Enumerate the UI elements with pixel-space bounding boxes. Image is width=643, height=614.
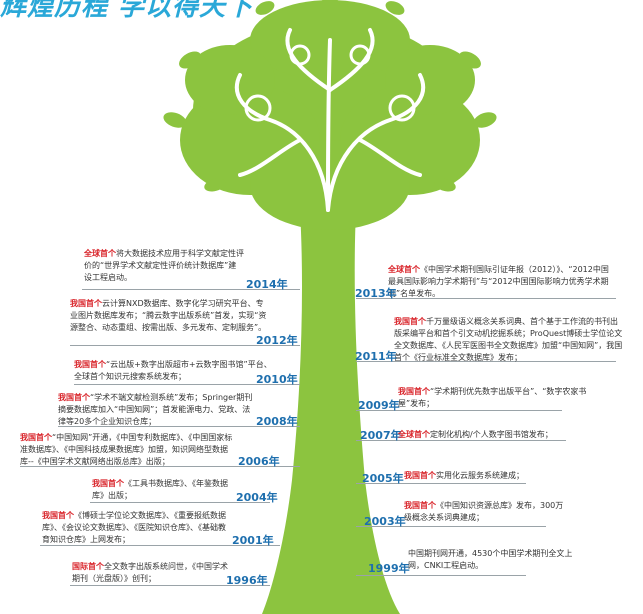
event-2001: 我国首个《博硕士学位论文数据库》、《重要报纸数据库》、《会议论文数据库》、《医院…: [42, 511, 226, 544]
connector-line: [356, 483, 526, 484]
year-label: 2010年: [256, 373, 298, 386]
year-label: 1999年: [368, 562, 410, 575]
connector-line: [356, 361, 616, 362]
connector-line: [356, 440, 566, 441]
year-label: 1996年: [226, 574, 268, 587]
event-2004: 我国首个《工具书数据库》、《年鉴数据库》出版；: [92, 479, 228, 500]
event-2006: 我国首个“中国知网”开通，《中国专利数据库》、《中国国家标准数据库》、《中国科技…: [20, 433, 233, 466]
connector-line: [356, 575, 526, 576]
event-2012: 我国首个云计算NXD数据库、数字化学习研究平台、专业图片数据库发布；“腾云数字出…: [70, 299, 267, 332]
year-label: 2005年: [362, 472, 404, 485]
connector-line: [90, 502, 270, 503]
connector-line: [82, 289, 300, 290]
connector-line: [70, 345, 300, 346]
year-label: 2003年: [364, 515, 406, 528]
connector-line: [74, 384, 300, 385]
year-label: 2001年: [232, 534, 274, 547]
connector-line: [40, 545, 280, 546]
year-label: 2004年: [236, 491, 278, 504]
year-label: 2009年: [358, 399, 400, 412]
event-2007: 全球首个定制化机构/个人数字图书馆发布；: [398, 430, 553, 439]
event-2009: 我国首个“学术期刊优先数字出版平台”、“数字农家书屋”发布；: [398, 387, 587, 408]
connector-line: [356, 526, 546, 527]
event-1996: 国际首个全文数字出版系统问世，《中国学术期刊（光盘版）》创刊；: [72, 562, 228, 583]
year-label: 2007年: [360, 429, 402, 442]
event-2003: 我国首个《中国知识资源总库》发布，300万级概念关系词典建成；: [404, 501, 564, 522]
year-label: 2011年: [355, 350, 397, 363]
year-label: 2006年: [238, 455, 280, 468]
event-2014: 全球首个将大数据技术应用于科学文献定性评价的“世界学术文献定性评价统计数据库”建…: [84, 249, 244, 282]
page-title: 辉煌历程 学以得天下: [0, 0, 254, 22]
event-2011: 我国首个千万量级语义概念关系词典、首个基于工作流的书刊出版采编平台和首个引文动机…: [394, 317, 623, 362]
event-2005: 我国首个实用化云服务系统建成；: [404, 471, 524, 480]
year-label: 2008年: [256, 415, 298, 428]
event-2013: 全球首个《中国学术期刊国际引证年报（2012）》、“2012中国最具国际影响力学…: [388, 265, 609, 298]
year-label: 2013年: [355, 287, 397, 300]
connector-line: [356, 410, 562, 411]
year-label: 2014年: [246, 278, 288, 291]
connector-line: [20, 466, 300, 467]
connector-line: [58, 426, 300, 427]
event-1999: 中国期刊网开通，4530个中国学术期刊全文上网，CNKI工程启动。: [408, 549, 573, 570]
connector-line: [70, 585, 270, 586]
year-label: 2012年: [256, 334, 298, 347]
connector-line: [356, 298, 616, 299]
event-2008: 我国首个“学术不端文献检测系统”发布；Springer期刊摘要数据库加入“中国知…: [58, 393, 253, 426]
event-2010: 我国首个“云出版+数字出版超市+云数字图书馆”平台、全球首个知识元搜索系统发布；: [74, 360, 272, 381]
